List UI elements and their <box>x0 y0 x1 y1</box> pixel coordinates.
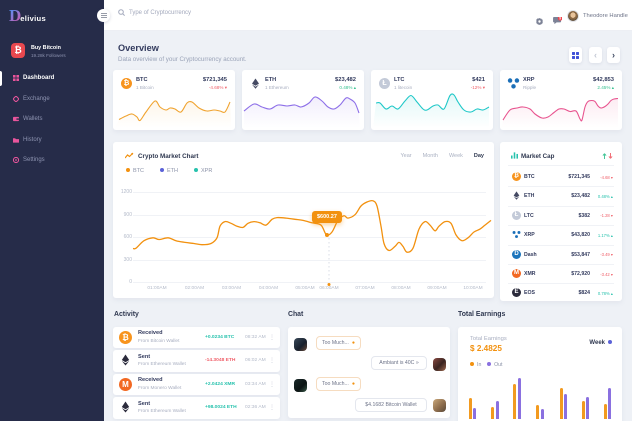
svg-text:9: 9 <box>559 17 561 21</box>
